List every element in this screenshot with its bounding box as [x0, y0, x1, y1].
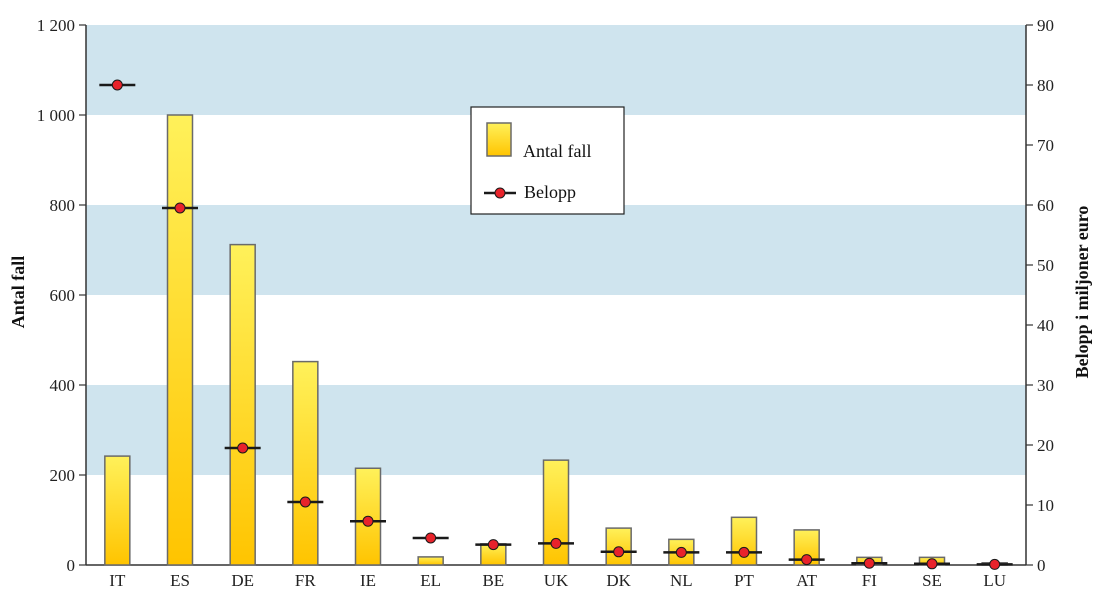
marker-point [989, 558, 1001, 570]
tick-labels: 0 200 400 600 800 1 000 1 200 0 10 20 30 40 50 60 70 80… [37, 16, 1054, 590]
marker-point [675, 546, 687, 558]
y2-tick-label: 90 [1037, 16, 1054, 35]
marker-point [613, 546, 625, 558]
y-tick-label: 1 000 [37, 106, 75, 125]
x-tick-label: DE [231, 571, 254, 590]
background-band [86, 205, 1026, 295]
y2-tick-label: 40 [1037, 316, 1054, 335]
bar [605, 527, 632, 566]
background-bands [86, 25, 1026, 475]
bar [417, 556, 444, 566]
y-tick-label: 600 [50, 286, 76, 305]
y2-tick-label: 0 [1037, 556, 1046, 575]
bar [229, 243, 256, 566]
marker-point [237, 442, 249, 454]
legend-label-belopp: Belopp [524, 182, 576, 202]
x-tick-label: IE [360, 571, 376, 590]
x-tick-label: LU [983, 571, 1006, 590]
marker-point [863, 557, 875, 569]
x-tick-label: SE [922, 571, 942, 590]
marker-point [487, 539, 499, 551]
y-tick-label: 200 [50, 466, 76, 485]
x-tick-label: PT [734, 571, 754, 590]
y2-tick-label: 50 [1037, 256, 1054, 275]
marker-point [174, 202, 186, 214]
legend-label-antal-fall: Antal fall [523, 141, 591, 161]
x-tick-label: FI [862, 571, 877, 590]
x-tick-label: EL [420, 571, 441, 590]
marker-point [362, 515, 374, 527]
marker-point [299, 496, 311, 508]
background-band [86, 25, 1026, 115]
marker-point [550, 537, 562, 549]
y2-tick-label: 70 [1037, 136, 1054, 155]
y2-axis-title: Belopp i miljoner euro [1072, 206, 1092, 379]
marker-point [425, 532, 437, 544]
y2-tick-label: 80 [1037, 76, 1054, 95]
y2-tick-label: 60 [1037, 196, 1054, 215]
marker-point [801, 554, 813, 566]
x-tick-label: NL [670, 571, 693, 590]
x-tick-label: FR [295, 571, 316, 590]
x-tick-label: IT [109, 571, 126, 590]
legend: Antal fall Belopp [470, 106, 625, 215]
marker-point [926, 558, 938, 570]
bar [292, 360, 319, 566]
x-tick-label: AT [796, 571, 817, 590]
marker-series [99, 79, 1013, 570]
bar [542, 459, 570, 566]
y-tick-label: 800 [50, 196, 76, 215]
marker-point [111, 79, 123, 91]
marker-point [738, 546, 750, 558]
x-tick-label: UK [544, 571, 569, 590]
x-tick-label: ES [170, 571, 190, 590]
x-tick-label: BE [482, 571, 504, 590]
y2-tick-label: 30 [1037, 376, 1054, 395]
legend-bar-swatch [486, 122, 512, 157]
legend-marker-dot [494, 187, 506, 199]
y-tick-label: 0 [67, 556, 76, 575]
x-tick-label: DK [606, 571, 631, 590]
y-tick-label: 400 [50, 376, 76, 395]
y2-tick-label: 20 [1037, 436, 1054, 455]
bar [104, 455, 131, 566]
y-tick-label: 1 200 [37, 16, 75, 35]
bar [166, 114, 194, 566]
y-axis-title: Antal fall [8, 256, 28, 329]
y2-tick-label: 10 [1037, 496, 1054, 515]
